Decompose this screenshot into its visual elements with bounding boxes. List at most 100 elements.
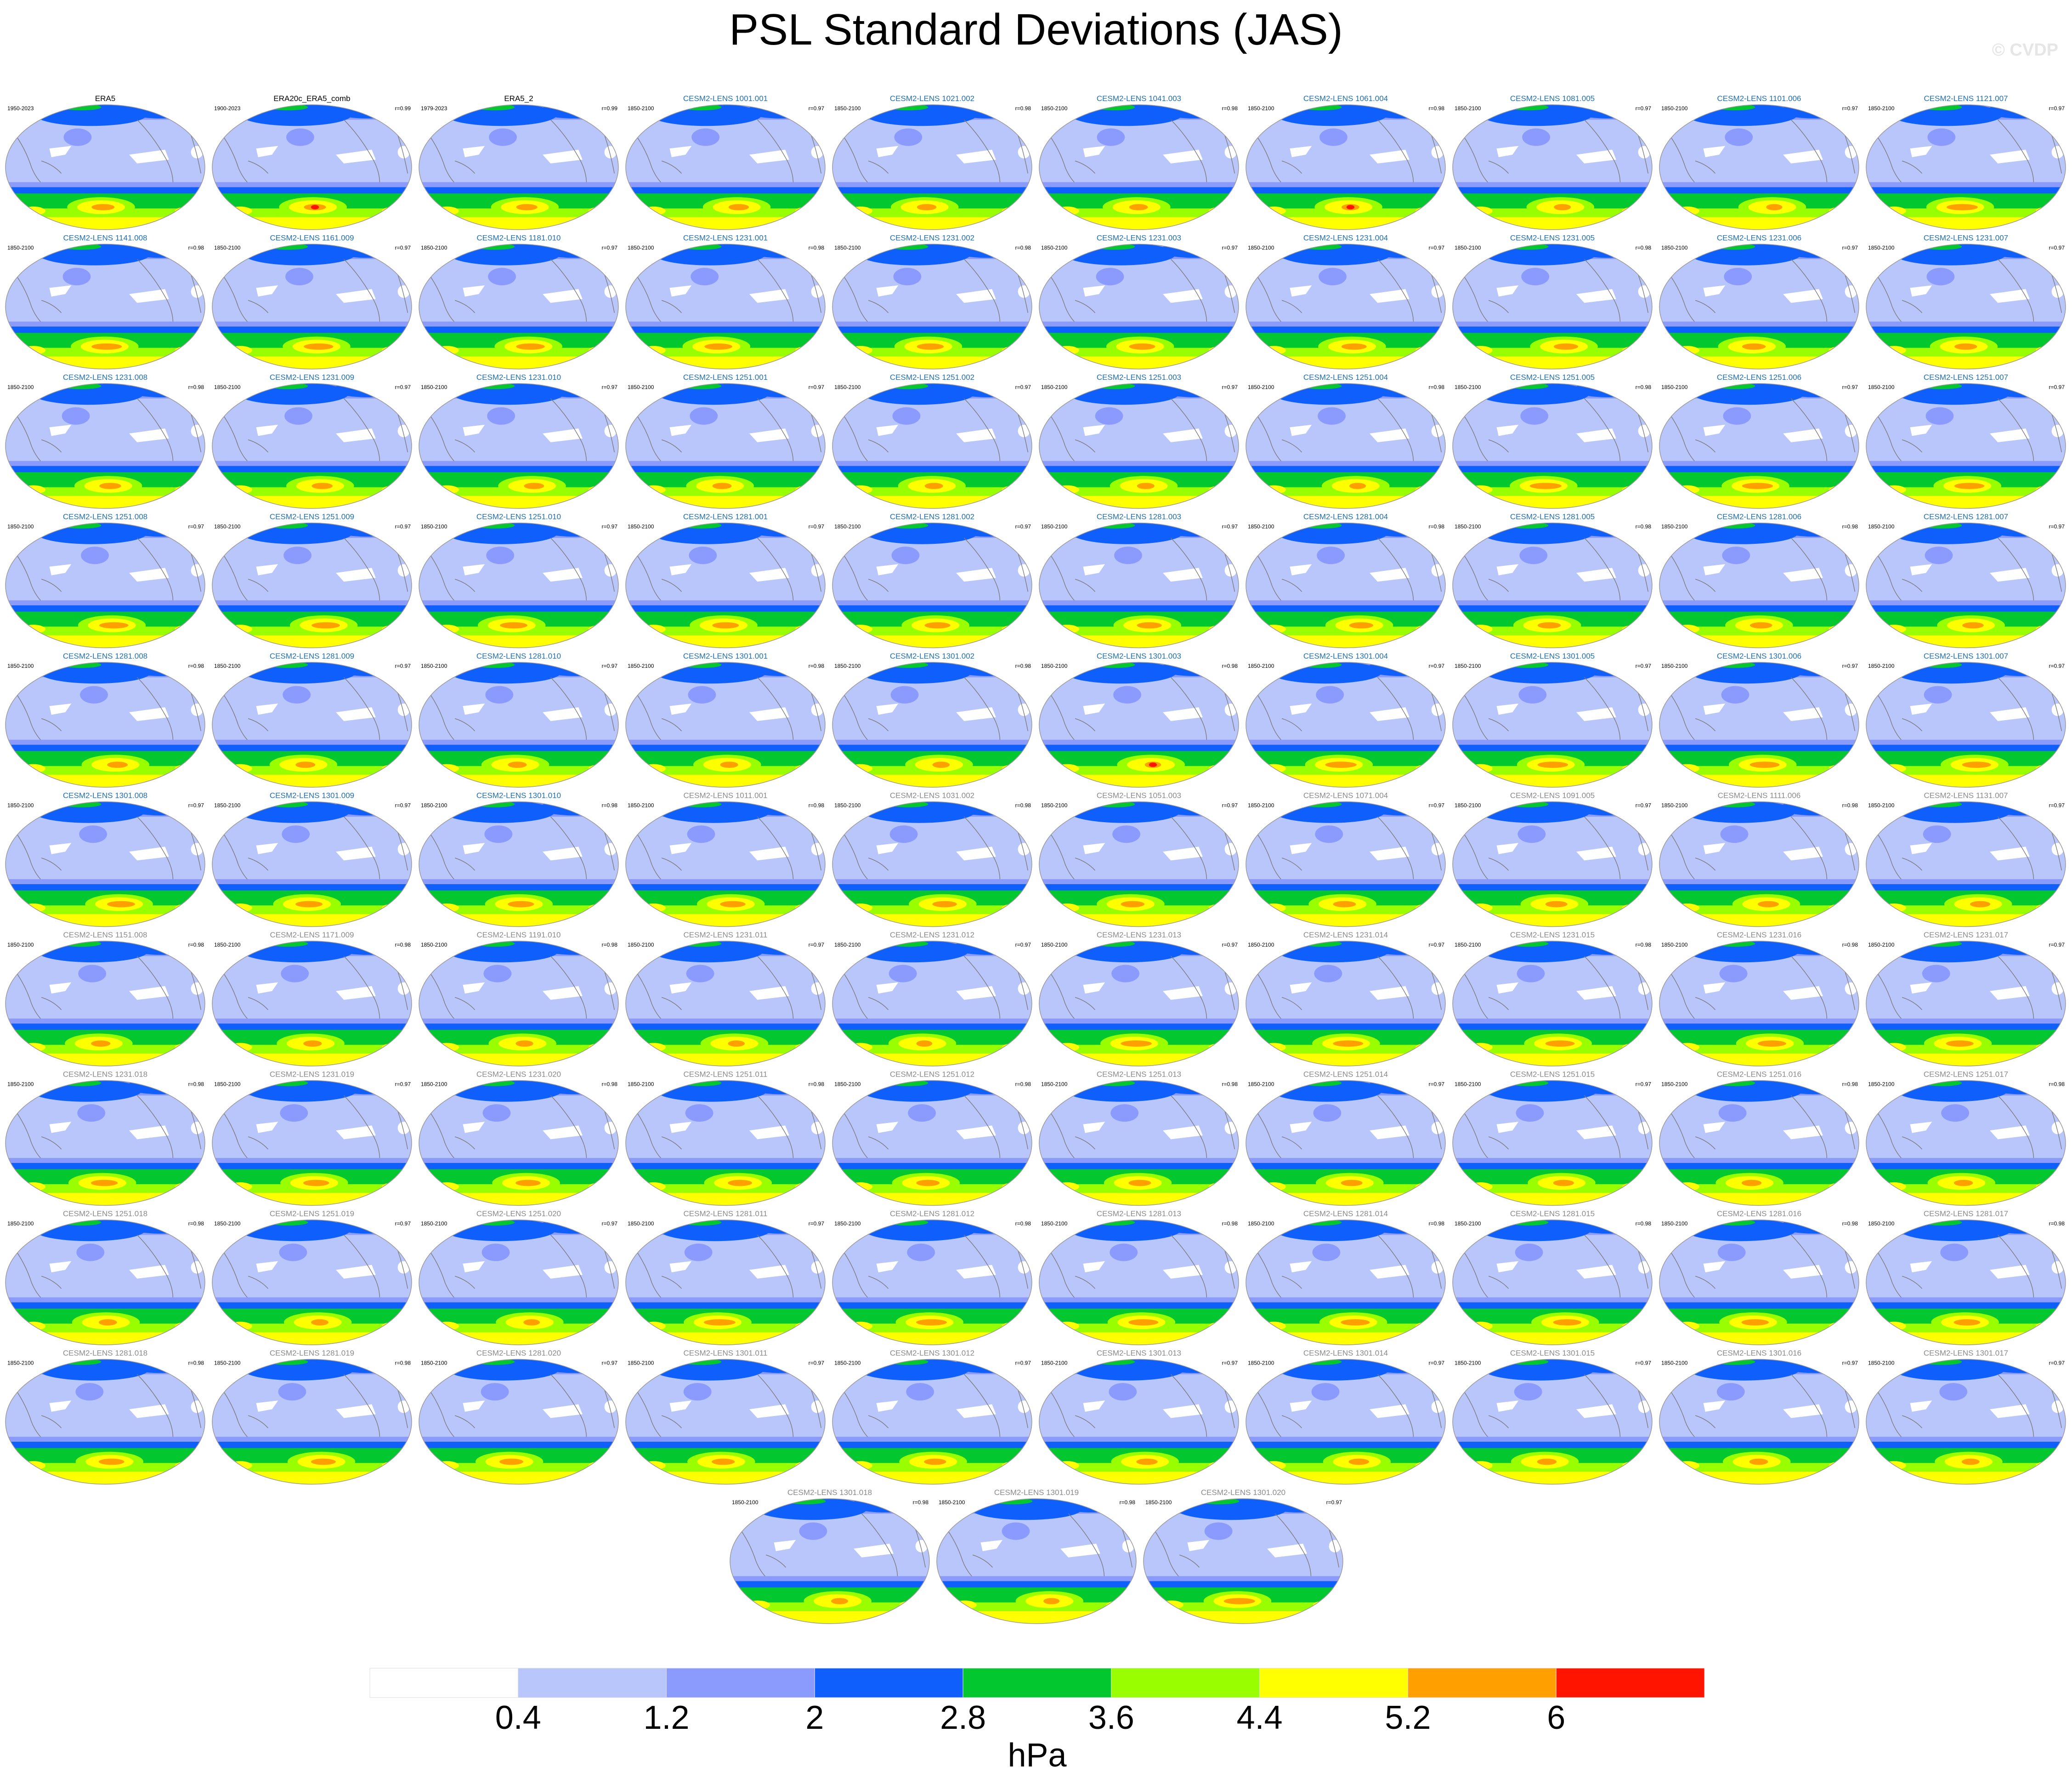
atlantic-south-max: [2035, 346, 2056, 354]
panel-period: 1850-2100: [1868, 1220, 1895, 1227]
south-band-1: [1246, 1158, 1445, 1164]
south-band-1: [419, 1158, 618, 1164]
low-variance-ocean: [1163, 1264, 1203, 1279]
low-variance-land: [1290, 285, 1312, 297]
map-border: [5, 522, 205, 649]
low-variance-ocean: [1163, 846, 1203, 861]
low-variance-ocean: [129, 846, 169, 861]
panel-title: CESM2-LENS 1281.007: [1924, 513, 2008, 521]
coastline-islands: [1695, 160, 1716, 174]
south-band-1: [419, 1437, 618, 1443]
low-variance-ocean: [749, 289, 789, 303]
north-atlantic-track: [1365, 662, 1438, 676]
south-band-1: [626, 739, 825, 746]
low-variance-land: [256, 564, 278, 576]
south-max-red: [1346, 205, 1355, 209]
panel-title: CESM2-LENS 1011.001: [683, 791, 767, 800]
low-variance-east: [397, 1122, 410, 1134]
south-band-5: [1246, 1472, 1445, 1484]
panel-correlation: r=0.99: [602, 105, 618, 112]
south-band-5: [1453, 914, 1652, 927]
north-atlantic-track: [538, 384, 611, 397]
map-border: [5, 1359, 205, 1485]
south-band-2: [730, 1581, 929, 1589]
south-band-1: [832, 461, 1032, 468]
south-band-5: [419, 217, 618, 230]
panel-correlation: r=0.98: [1015, 1081, 1031, 1088]
panel-title: CESM2-LENS 1251.016: [1717, 1070, 1801, 1079]
panel-correlation: r=0.97: [1842, 663, 1858, 669]
colorbar-swatch: [518, 1668, 667, 1698]
panel-period: 1850-2100: [7, 1360, 34, 1366]
map-border: [212, 383, 412, 509]
panel-period: 1850-2100: [1661, 802, 1688, 809]
coastline-islands: [454, 718, 476, 732]
panel-correlation: r=0.97: [809, 524, 825, 530]
panel-correlation: r=0.97: [1222, 1360, 1238, 1366]
south-band-2: [626, 1023, 825, 1031]
panel-title: CESM2-LENS 1301.011: [683, 1349, 767, 1358]
south-band-5: [626, 356, 825, 369]
panel-title: CESM2-LENS 1231.012: [890, 931, 974, 939]
panel-correlation: r=0.98: [809, 245, 825, 251]
panel-title: CESM2-LENS 1231.018: [63, 1070, 147, 1079]
north-atlantic-track: [745, 801, 817, 816]
coastline-islands: [661, 1415, 682, 1428]
low-variance-land: [1496, 1400, 1519, 1412]
south-band-5: [1246, 356, 1445, 369]
panel-correlation: r=0.98: [1222, 663, 1238, 669]
panel-correlation: r=0.98: [395, 942, 411, 948]
south-band-1: [1866, 1018, 2066, 1025]
atlantic-south-max: [1002, 486, 1022, 494]
map-border: [832, 243, 1032, 370]
panel-correlation: r=0.98: [1120, 1499, 1136, 1506]
map-field: [1659, 384, 1859, 508]
south-band-5: [1866, 1053, 2066, 1066]
south-band-2: [212, 187, 412, 195]
pacific-patch: [1939, 1383, 1968, 1401]
atlantic-south-max: [1829, 486, 1849, 494]
atlantic-south-max: [1415, 1461, 1436, 1469]
north-atlantic-track: [1159, 523, 1231, 537]
south-band-5: [1246, 1053, 1445, 1066]
north-atlantic-track: [125, 523, 197, 537]
low-variance-land: [1496, 703, 1519, 715]
coastline-islands: [661, 160, 682, 174]
north-atlantic-track: [1779, 523, 1851, 537]
low-variance-ocean: [1060, 1543, 1100, 1557]
pacific-patch: [1927, 128, 1956, 146]
south-band-2: [419, 1302, 618, 1310]
panel-correlation: r=0.97: [395, 663, 411, 669]
panel-period: 1850-2100: [1248, 663, 1274, 669]
coastline-islands: [868, 858, 889, 871]
north-atlantic-track: [1572, 662, 1644, 676]
coastline-islands: [1281, 718, 1302, 732]
south-band-5: [626, 914, 825, 927]
map-border: [1452, 941, 1653, 1066]
south-band-2: [6, 745, 205, 752]
map-border: [1866, 1219, 2066, 1345]
panel-period: 1850-2100: [1248, 1360, 1274, 1366]
coastline-islands: [868, 300, 889, 313]
south-band-1: [626, 879, 825, 886]
atlantic-south-max: [1622, 1183, 1642, 1191]
low-variance-ocean: [336, 568, 376, 582]
panel-correlation: r=0.97: [809, 1220, 825, 1227]
south-max-orange: [91, 343, 122, 350]
south-band-1: [419, 600, 618, 607]
panel-period: 1950-2023: [7, 105, 34, 112]
pacific-patch: [686, 965, 714, 982]
south-band-1: [1246, 461, 1445, 468]
panel-period: 1979-2023: [421, 105, 447, 112]
low-variance-land: [1290, 1261, 1312, 1273]
panel-title: CESM2-LENS 1301.019: [994, 1488, 1079, 1497]
south-band-5: [626, 1193, 825, 1206]
atlantic-south-max: [795, 346, 815, 354]
coastline-islands: [661, 300, 682, 313]
south-max-orange: [1545, 901, 1568, 908]
panel-title: CESM2-LENS 1181.010: [476, 234, 560, 243]
panel-period: 1850-2100: [834, 663, 861, 669]
